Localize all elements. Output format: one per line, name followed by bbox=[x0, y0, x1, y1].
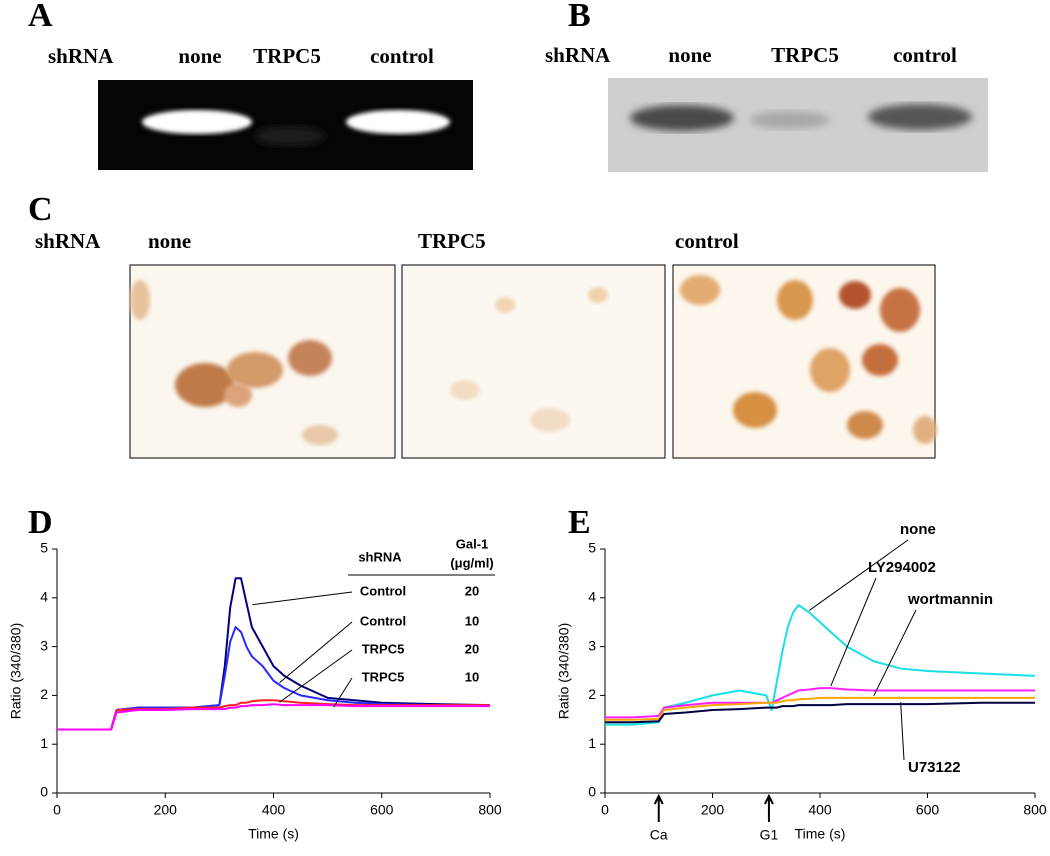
callout bbox=[333, 677, 353, 708]
x-tick-label: 0 bbox=[53, 802, 61, 818]
legend-dose: 20 bbox=[465, 641, 479, 656]
micrograph bbox=[672, 264, 937, 459]
callout bbox=[252, 591, 353, 606]
row-label: shRNA bbox=[48, 44, 114, 68]
lane-label: control bbox=[370, 44, 434, 68]
row-label: shRNA bbox=[545, 43, 611, 67]
lane-label: control bbox=[675, 229, 739, 253]
panel-letter: B bbox=[568, 0, 591, 34]
y-tick-label: 0 bbox=[588, 784, 596, 800]
data-line bbox=[57, 626, 490, 731]
micrograph bbox=[129, 264, 396, 459]
callout bbox=[873, 609, 917, 697]
micrograph bbox=[401, 264, 666, 459]
legend-dose: 20 bbox=[465, 583, 479, 598]
x-tick-label: 200 bbox=[701, 802, 725, 818]
series-label: U73122 bbox=[908, 759, 961, 776]
y-tick-label: 4 bbox=[588, 589, 596, 605]
y-axis-label: Ratio (340/380) bbox=[556, 623, 572, 720]
x-tick-label: 800 bbox=[1023, 802, 1047, 818]
y-tick-label: 3 bbox=[588, 637, 596, 653]
blot-image bbox=[608, 78, 988, 172]
x-tick-label: 600 bbox=[370, 802, 394, 818]
panel-letter: A bbox=[28, 0, 53, 34]
series-label: LY294002 bbox=[868, 559, 936, 576]
legend-header: shRNA bbox=[358, 549, 402, 564]
y-tick-label: 1 bbox=[40, 735, 48, 751]
x-tick-label: 400 bbox=[808, 802, 832, 818]
legend-name: Control bbox=[360, 613, 406, 628]
annotation-text: G1 bbox=[760, 827, 779, 843]
y-tick-label: 2 bbox=[588, 686, 596, 702]
callout bbox=[808, 539, 909, 611]
x-tick-label: 200 bbox=[154, 802, 178, 818]
annotation-arrow bbox=[764, 793, 774, 822]
lane-label: TRPC5 bbox=[771, 43, 839, 67]
lane-label: none bbox=[668, 43, 711, 67]
y-tick-label: 5 bbox=[588, 540, 596, 556]
lane-label: none bbox=[148, 229, 191, 253]
lane-label: TRPC5 bbox=[253, 44, 321, 68]
callout bbox=[279, 621, 353, 684]
data-line bbox=[605, 701, 1035, 724]
gel-image bbox=[98, 80, 473, 170]
y-axis-label: Ratio (340/380) bbox=[8, 623, 24, 720]
x-axis-label: Time (s) bbox=[248, 826, 299, 842]
y-tick-label: 2 bbox=[40, 686, 48, 702]
row-label: shRNA bbox=[35, 229, 101, 253]
legend-name: TRPC5 bbox=[362, 641, 405, 656]
series-label: none bbox=[900, 521, 936, 538]
x-tick-label: 0 bbox=[601, 802, 609, 818]
data-line bbox=[605, 604, 1036, 726]
annotation-arrow bbox=[653, 793, 664, 822]
annotation-text: Ca bbox=[650, 827, 668, 843]
x-tick-label: 800 bbox=[478, 802, 502, 818]
data-line bbox=[57, 703, 490, 731]
data-line bbox=[605, 696, 1035, 721]
y-tick-label: 1 bbox=[588, 735, 596, 751]
y-tick-label: 0 bbox=[40, 784, 48, 800]
x-tick-label: 600 bbox=[916, 802, 940, 818]
legend-header: Gal-1 bbox=[456, 536, 489, 551]
y-tick-label: 4 bbox=[40, 589, 48, 605]
lane-label: none bbox=[178, 44, 221, 68]
x-tick-label: 400 bbox=[262, 802, 286, 818]
legend-dose: 10 bbox=[465, 613, 479, 628]
callout bbox=[830, 577, 877, 687]
lane-label: control bbox=[893, 43, 957, 67]
panel-letter: E bbox=[568, 504, 591, 541]
legend-header: (μg/ml) bbox=[450, 555, 493, 570]
callout bbox=[900, 702, 905, 761]
legend-dose: 10 bbox=[465, 669, 479, 684]
y-tick-label: 5 bbox=[40, 540, 48, 556]
y-tick-label: 3 bbox=[40, 637, 48, 653]
legend-name: Control bbox=[360, 583, 406, 598]
panel-letter: C bbox=[28, 191, 53, 228]
lane-label: TRPC5 bbox=[418, 229, 486, 253]
series-label: wortmannin bbox=[907, 591, 993, 608]
x-axis-label: Time (s) bbox=[795, 826, 846, 842]
panel-letter: D bbox=[28, 504, 53, 541]
legend-name: TRPC5 bbox=[362, 669, 405, 684]
callout bbox=[279, 649, 353, 703]
data-line bbox=[605, 687, 1035, 719]
